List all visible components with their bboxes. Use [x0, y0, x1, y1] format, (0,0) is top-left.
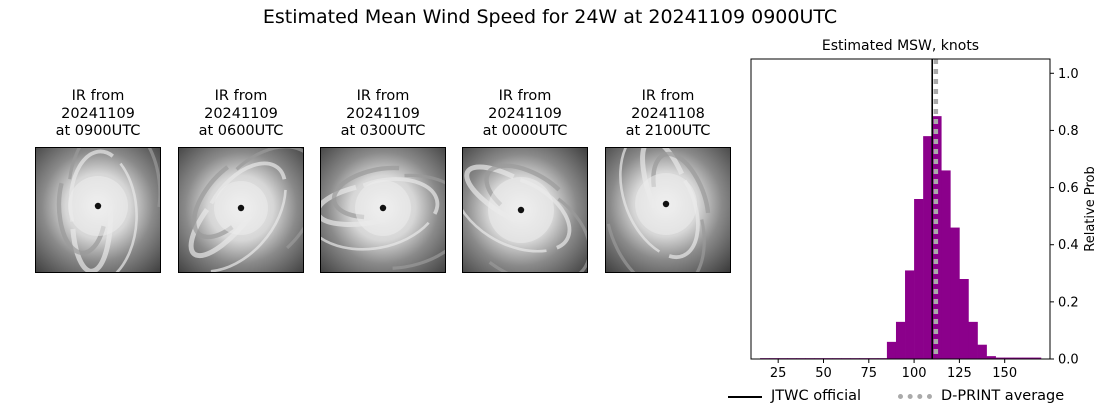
ir-caption: IR from 20241109 at 0600UTC — [178, 88, 304, 142]
chart-plot-frame — [750, 58, 1051, 360]
histogram-bar — [1022, 357, 1033, 359]
ir-caption-line: IR from — [641, 88, 695, 104]
chart-title: Estimated MSW, knots — [822, 38, 979, 54]
histogram-bar — [995, 357, 1005, 359]
y-tick-label: 0.8 — [1058, 124, 1079, 139]
ir-panel: IR from 20241109 at 0300UTC — [320, 88, 446, 273]
histogram-bar — [941, 170, 951, 359]
legend-dprint-label: D-PRINT average — [941, 388, 1065, 404]
typhoon-ir-image-graphic — [463, 148, 587, 272]
typhoon-ir-image — [462, 147, 588, 273]
typhoon-ir-image — [605, 147, 731, 273]
legend-jtwc-label: JTWC official — [771, 388, 862, 404]
x-tick-label: 150 — [992, 366, 1017, 381]
ir-caption-line: IR from — [498, 88, 552, 104]
figure-title: Estimated Mean Wind Speed for 24W at 202… — [262, 6, 838, 28]
ir-caption: IR from 20241109 at 0000UTC — [462, 88, 588, 142]
legend-jtwc-swatch — [728, 396, 762, 398]
histogram-bar — [977, 344, 987, 359]
ir-caption-date: 20241108 — [631, 105, 705, 122]
ir-caption-date: 20241109 — [346, 105, 420, 122]
y-tick-label: 1.0 — [1058, 67, 1079, 82]
histogram-bar — [959, 279, 969, 359]
histogram-bar — [895, 321, 906, 359]
x-tick-label: 75 — [861, 366, 878, 381]
ir-caption: IR from 20241108 at 2100UTC — [605, 88, 731, 142]
y-tick-label: 0.0 — [1058, 353, 1079, 368]
typhoon-ir-image-graphic — [321, 148, 445, 272]
histogram-bar — [932, 116, 942, 359]
ir-caption-time: at 0900UTC — [55, 123, 141, 139]
histogram-bar — [1004, 357, 1015, 359]
typhoon-ir-image-graphic — [179, 148, 303, 272]
histogram-bar — [923, 136, 933, 359]
ir-panel: IR from 20241108 at 2100UTC — [605, 88, 731, 273]
typhoon-ir-image — [320, 147, 446, 273]
ir-caption-time: at 0000UTC — [482, 123, 568, 139]
ir-caption: IR from 20241109 at 0900UTC — [35, 88, 161, 142]
histogram-bar — [914, 199, 924, 359]
typhoon-ir-image-graphic — [36, 148, 160, 272]
histogram-bar — [886, 341, 897, 359]
ir-caption-line: IR from — [71, 88, 125, 104]
x-tick-label: 125 — [947, 366, 972, 381]
typhoon-ir-image — [178, 147, 304, 273]
ir-panel: IR from 20241109 at 0600UTC — [178, 88, 304, 273]
x-tick-label: 25 — [770, 366, 787, 381]
histogram-bar — [1013, 357, 1024, 359]
ir-caption-date: 20241109 — [204, 105, 278, 122]
histogram-bar — [968, 321, 978, 359]
typhoon-ir-image-graphic — [606, 148, 730, 272]
x-tick-label: 50 — [815, 366, 832, 381]
x-tick-label: 100 — [902, 366, 927, 381]
y-axis-label: Relative Prob — [1083, 166, 1098, 251]
legend-dprint-swatch — [898, 394, 932, 399]
ir-caption-date: 20241109 — [488, 105, 562, 122]
ir-caption-time: at 0600UTC — [198, 123, 284, 139]
y-tick-label: 0.2 — [1058, 295, 1079, 310]
ir-panel: IR from 20241109 at 0900UTC — [35, 88, 161, 273]
ir-caption-date: 20241109 — [61, 105, 135, 122]
ir-caption: IR from 20241109 at 0300UTC — [320, 88, 446, 142]
ir-caption-line: IR from — [356, 88, 410, 104]
histogram-bar — [950, 227, 960, 359]
y-tick-label: 0.4 — [1058, 238, 1079, 253]
y-tick-label: 0.6 — [1058, 181, 1079, 196]
histogram-bar — [905, 270, 915, 359]
ir-caption-time: at 2100UTC — [625, 123, 711, 139]
ir-caption-line: IR from — [214, 88, 268, 104]
histogram-bar — [986, 356, 996, 359]
histogram-bar — [1031, 357, 1042, 359]
ir-caption-time: at 0300UTC — [340, 123, 426, 139]
typhoon-ir-image — [35, 147, 161, 273]
ir-panel: IR from 20241109 at 0000UTC — [462, 88, 588, 273]
